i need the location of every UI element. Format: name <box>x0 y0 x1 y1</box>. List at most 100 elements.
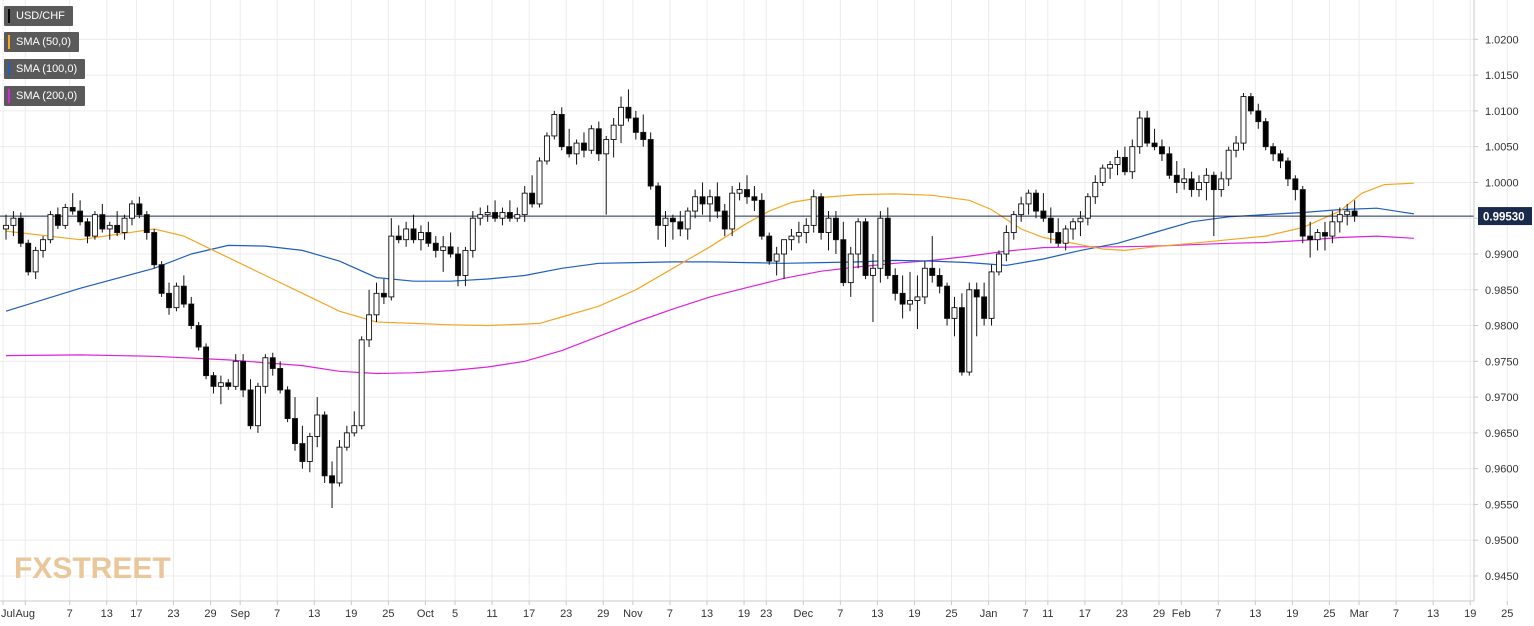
candle[interactable] <box>277 361 284 394</box>
candle[interactable] <box>1047 207 1054 244</box>
candle[interactable] <box>358 336 365 430</box>
candle[interactable] <box>1218 171 1225 197</box>
candle[interactable] <box>455 246 461 287</box>
candle[interactable] <box>714 182 721 219</box>
candle[interactable] <box>329 461 335 508</box>
candle[interactable] <box>699 182 706 215</box>
candle[interactable] <box>432 236 439 258</box>
candle[interactable] <box>217 375 224 405</box>
candle[interactable] <box>1010 211 1017 240</box>
candle[interactable] <box>499 207 506 226</box>
candle[interactable] <box>729 186 736 237</box>
candle[interactable] <box>91 211 98 240</box>
candle[interactable] <box>847 246 854 297</box>
candle[interactable] <box>788 228 795 251</box>
candle[interactable] <box>1314 228 1321 251</box>
candle[interactable] <box>351 411 358 437</box>
candle[interactable] <box>669 214 676 240</box>
candle[interactable] <box>1070 218 1076 240</box>
candle[interactable] <box>1025 189 1032 215</box>
candle[interactable] <box>632 110 639 140</box>
legend-sma-200[interactable]: SMA (200,0) <box>4 86 86 106</box>
candle[interactable] <box>106 221 113 240</box>
candle[interactable] <box>388 218 395 301</box>
candle[interactable] <box>862 218 869 280</box>
candle[interactable] <box>269 352 276 376</box>
candle[interactable] <box>929 236 936 283</box>
candle[interactable] <box>1299 186 1306 244</box>
candle[interactable] <box>440 236 447 272</box>
candle[interactable] <box>336 440 343 487</box>
candle[interactable] <box>99 203 106 233</box>
candle[interactable] <box>1084 193 1091 226</box>
candle[interactable] <box>855 218 862 269</box>
candle[interactable] <box>462 246 469 287</box>
candle[interactable] <box>10 211 17 237</box>
candle[interactable] <box>832 211 839 254</box>
candle[interactable] <box>595 121 602 161</box>
legend-sma-100[interactable]: SMA (100,0) <box>4 59 86 79</box>
candle[interactable] <box>136 196 143 219</box>
candle[interactable] <box>536 157 543 208</box>
candle[interactable] <box>721 203 728 237</box>
candle[interactable] <box>1040 193 1047 222</box>
candle[interactable] <box>292 397 298 451</box>
candle[interactable] <box>810 189 817 233</box>
candle[interactable] <box>1351 200 1358 222</box>
candle[interactable] <box>343 425 350 451</box>
candle[interactable] <box>1344 203 1351 226</box>
candle[interactable] <box>603 135 610 215</box>
candle[interactable] <box>1107 160 1114 179</box>
candle[interactable] <box>944 282 951 326</box>
candle[interactable] <box>744 175 750 204</box>
candle[interactable] <box>870 253 876 322</box>
candle[interactable] <box>299 425 306 469</box>
candle[interactable] <box>173 282 180 312</box>
candle[interactable] <box>773 246 780 276</box>
candle[interactable] <box>195 321 202 351</box>
candle[interactable] <box>951 296 958 337</box>
candle[interactable] <box>1003 225 1010 262</box>
candle[interactable] <box>69 193 76 215</box>
candle[interactable] <box>899 275 906 319</box>
candle[interactable] <box>114 211 121 237</box>
candle[interactable] <box>766 232 773 265</box>
candle[interactable] <box>469 211 476 258</box>
candle[interactable] <box>225 379 232 390</box>
candle[interactable] <box>551 110 558 140</box>
candle[interactable] <box>477 207 484 226</box>
candle[interactable] <box>262 354 269 394</box>
candle[interactable] <box>1099 164 1106 187</box>
candle[interactable] <box>247 379 254 430</box>
candle[interactable] <box>1121 146 1128 176</box>
candle[interactable] <box>581 132 587 158</box>
candle[interactable] <box>77 200 84 226</box>
candle[interactable] <box>625 89 632 122</box>
candle[interactable] <box>1181 168 1188 190</box>
candle[interactable] <box>655 182 662 240</box>
candle[interactable] <box>284 386 291 423</box>
candle[interactable] <box>151 228 158 269</box>
candle[interactable] <box>529 175 536 208</box>
candle[interactable] <box>684 207 691 240</box>
candle[interactable] <box>1270 143 1277 161</box>
candle[interactable] <box>17 212 24 247</box>
candle[interactable] <box>418 225 424 251</box>
candle[interactable] <box>1336 207 1343 233</box>
candle[interactable] <box>84 218 91 244</box>
candle[interactable] <box>1033 189 1039 219</box>
candle[interactable] <box>981 282 988 326</box>
candle[interactable] <box>25 239 32 276</box>
candle[interactable] <box>484 205 491 222</box>
candle[interactable] <box>210 372 217 394</box>
candle[interactable] <box>884 207 891 280</box>
candle[interactable] <box>573 139 580 165</box>
candle[interactable] <box>1247 93 1254 115</box>
candle[interactable] <box>566 128 573 158</box>
candle[interactable] <box>647 132 654 190</box>
candle[interactable] <box>425 221 432 247</box>
candle[interactable] <box>692 189 699 219</box>
candle[interactable] <box>795 221 802 244</box>
candle[interactable] <box>62 203 69 229</box>
